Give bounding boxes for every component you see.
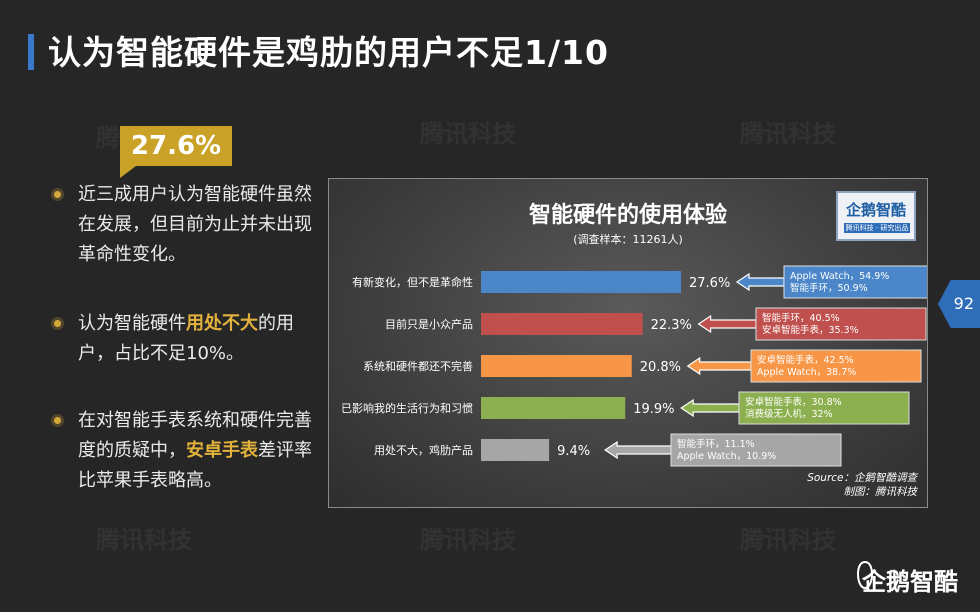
bullet-text-part: 差评率比苹果手表略高。: [78, 440, 312, 491]
callout-arrow: [735, 272, 785, 292]
bar: [481, 271, 681, 293]
callout-text: 消费级无人机，32%: [745, 408, 833, 420]
callout-text: 安卓智能手表，30.8%: [745, 396, 842, 408]
category-label: 已影响我的生活行为和习惯: [341, 401, 473, 415]
highlight-text: 安卓手表: [186, 440, 258, 461]
bullet-dot: [54, 191, 61, 198]
category-label: 目前只是小众产品: [385, 317, 473, 331]
bullet-dot: [54, 320, 61, 327]
stat-badge-tail: [120, 166, 136, 178]
callout-box: [755, 307, 927, 341]
category-label: 系统和硬件都还不完善: [363, 359, 473, 373]
callout-box: [738, 391, 910, 425]
watermark: 腾讯科技: [420, 526, 516, 554]
chart-panel: 智能硬件的使用体验 (调查样本：11261人) 企鹅智酷 腾讯科技 · 研究出品…: [328, 178, 928, 508]
brand-logo: 企鹅智酷: [862, 568, 958, 596]
chart-logo-tagline: 腾讯科技 · 研究出品: [844, 223, 910, 233]
highlight-text: 用处不大: [186, 313, 258, 334]
chart-logo-name: 企鹅智酷: [845, 201, 906, 219]
page-title: 认为智能硬件是鸡肋的用户不足1/10: [48, 33, 609, 72]
watermark: 腾讯科技: [740, 526, 836, 554]
value-label: 19.9%: [633, 402, 674, 417]
bullet-text-part: 在对智能手表系统和硬件完善度的质疑中，: [78, 410, 312, 461]
callout-text: Apple Watch，10.9%: [677, 451, 776, 462]
bullet-text-part: 的用户，占比不足10%。: [78, 313, 294, 364]
title-accent-bar: [28, 34, 34, 70]
callout-text: Apple Watch，38.7%: [757, 367, 856, 378]
penguin-logo-icon: [856, 560, 874, 590]
bar: [481, 397, 626, 419]
bullet-text-3: 在对智能手表系统和硬件完善度的质疑中，安卓手表差评率比苹果手表略高。: [78, 406, 314, 496]
bar: [481, 439, 550, 461]
value-label: 20.8%: [640, 360, 681, 375]
callout-arrow: [604, 440, 672, 460]
callout-text: 智能手环，11.1%: [677, 438, 755, 450]
bullet-dot: [54, 417, 61, 424]
chart-subtitle: (调查样本：11261人): [573, 233, 683, 246]
chart-title: 智能硬件的使用体验: [528, 203, 727, 228]
callout-text: 智能手环，50.9%: [790, 282, 868, 294]
bullet-text-2: 认为智能硬件用处不大的用户，占比不足10%。: [78, 309, 314, 369]
page-number-tab: 92: [938, 280, 980, 328]
bullet-text-part: 近三成用户认为智能硬件虽然在发展，但目前为止并未出现革命性变化。: [78, 184, 312, 265]
value-label: 22.3%: [651, 318, 692, 333]
callout-box: [750, 349, 922, 383]
bar: [481, 355, 632, 377]
watermark: 腾讯科技: [740, 120, 836, 148]
bar: [481, 313, 643, 335]
source-line: Source：企鹅智酷调查: [807, 472, 917, 484]
callout-box: [670, 433, 842, 467]
chart-source: Source：企鹅智酷调查 制图：腾讯科技: [807, 471, 917, 499]
callout-text: Apple Watch，54.9%: [790, 271, 889, 282]
callout-text: 安卓智能手表，42.5%: [757, 354, 854, 366]
category-label: 有新变化，但不是革命性: [352, 275, 473, 289]
callout-arrow: [680, 398, 740, 418]
callout-text: 安卓智能手表，35.3%: [762, 324, 859, 336]
callout-arrow: [697, 314, 757, 334]
credit-line: 制图：腾讯科技: [843, 486, 918, 498]
chart-logo: 企鹅智酷 腾讯科技 · 研究出品: [836, 191, 916, 241]
bar-chart: 有新变化，但不是革命性 27.6% Apple Watch，54.9%智能手环，50…: [341, 265, 927, 467]
value-label: 9.4%: [557, 444, 590, 459]
callout-arrow: [686, 356, 752, 376]
bullet-text-part: 认为智能硬件: [78, 313, 186, 334]
page-number: 92: [953, 294, 974, 313]
watermark: 腾讯科技: [420, 120, 516, 148]
watermark: 腾讯科技: [96, 526, 192, 554]
category-label: 用处不大，鸡肋产品: [374, 443, 473, 457]
bullet-text-1: 近三成用户认为智能硬件虽然在发展，但目前为止并未出现革命性变化。: [78, 180, 314, 270]
stat-badge: 27.6%: [120, 126, 232, 166]
callout-box: [783, 265, 927, 299]
callout-text: 智能手环，40.5%: [762, 312, 840, 324]
value-label: 27.6%: [689, 276, 730, 291]
